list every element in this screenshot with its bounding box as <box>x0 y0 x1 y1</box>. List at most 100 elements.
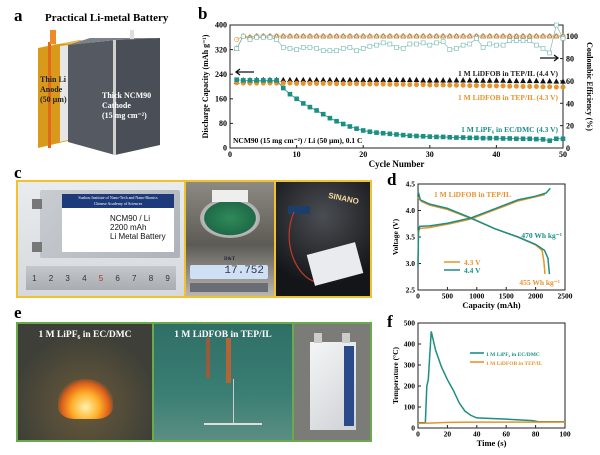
data-point-circle <box>307 80 313 86</box>
data-point-square <box>380 130 386 136</box>
x-tick-label: 2000 <box>528 292 543 301</box>
data-point-triangle <box>426 32 433 39</box>
ruler-number: 6 <box>115 273 120 283</box>
data-point-circle <box>327 33 333 39</box>
data-point-triangle <box>480 32 486 39</box>
data-point-circle <box>473 83 479 89</box>
y-tick-label: 400 <box>404 340 416 349</box>
data-point-square <box>507 38 513 43</box>
x-tick-label: 0 <box>228 150 232 159</box>
data-point-square <box>300 45 306 50</box>
data-point-square <box>454 135 459 140</box>
data-point-square <box>460 42 466 48</box>
data-point-circle <box>533 84 539 90</box>
data-point-circle <box>460 33 466 39</box>
data-point-circle <box>300 80 306 86</box>
data-point-circle <box>540 84 546 90</box>
data-point-square <box>547 50 552 56</box>
data-point-square <box>474 135 479 141</box>
data-point-circle <box>334 81 340 87</box>
data-point-square <box>327 115 333 121</box>
data-point-square <box>460 135 466 140</box>
data-point-square <box>474 36 479 41</box>
data-point-square <box>347 45 353 50</box>
series-line <box>417 187 551 268</box>
left-axis-arrow-icon <box>234 68 254 76</box>
x-tick-label: 20 <box>359 150 367 159</box>
plot-frame <box>417 322 566 429</box>
y-tick-label: 320 <box>215 45 227 54</box>
powered-led-photo: SINANO <box>276 182 370 296</box>
data-point-circle <box>294 33 300 39</box>
data-point-circle <box>440 82 446 88</box>
y-tick-label: 2.5 <box>406 286 416 295</box>
data-point-square <box>334 48 339 54</box>
data-point-triangle <box>340 76 347 83</box>
cathode-front <box>68 40 115 155</box>
data-point-square <box>407 41 413 47</box>
data-point-circle <box>360 81 366 87</box>
cathode-label-2: Cathode <box>102 101 131 110</box>
data-point-circle <box>360 33 366 39</box>
ruler-number: 3 <box>65 273 70 283</box>
data-point-square <box>427 134 433 139</box>
data-point-triangle <box>400 76 407 83</box>
voltage-profile-chart: 0 500 1000 1500 2000 2500 2.5 3.0 3.5 4.0 4.5 Capac… <box>391 180 573 311</box>
y-tick-label: 400 <box>215 21 227 30</box>
data-point-square <box>534 136 539 142</box>
data-point-circle <box>547 33 553 39</box>
data-point-triangle <box>433 77 440 83</box>
data-point-triangle <box>526 77 533 84</box>
temperature-chart: 0 20 40 60 80 100 0 100 200 300 400 500 Time (s) Temp… <box>391 319 571 449</box>
data-point-circle <box>327 80 333 86</box>
data-point-triangle <box>406 32 413 39</box>
data-point-triangle <box>320 32 327 39</box>
data-point-square <box>514 38 519 43</box>
y-tick-label: 200 <box>404 382 416 391</box>
data-point-triangle <box>486 32 493 39</box>
data-point-triangle <box>333 32 340 39</box>
data-point-circle <box>447 33 453 39</box>
battery-schematic: Thin Li Anode (50 µm) Thick NCM90 Cathod… <box>38 30 160 155</box>
data-point-circle <box>427 82 433 88</box>
data-point-square <box>294 96 299 102</box>
data-point-square <box>487 135 493 141</box>
data-point-triangle <box>393 32 400 39</box>
scale-display: 17.752 <box>190 265 268 279</box>
data-point-triangle <box>307 32 313 39</box>
data-point-triangle <box>420 77 427 83</box>
data-point-triangle <box>526 32 533 39</box>
data-point-circle <box>387 81 393 87</box>
cell-line-3: Li Metal Battery <box>110 232 166 241</box>
data-point-circle <box>280 80 286 86</box>
data-point-circle <box>307 33 313 39</box>
data-point-circle <box>553 84 559 90</box>
ce-line <box>236 24 564 54</box>
data-point-triangle <box>506 77 513 84</box>
data-point-square <box>267 78 273 83</box>
data-point-triangle <box>540 32 546 39</box>
data-point-square <box>387 41 393 47</box>
data-point-square <box>560 136 566 142</box>
y-tick-label: 0 <box>223 144 227 153</box>
burning-cell-photo: 1 M LiPF₆ in EC/DMC <box>18 324 152 440</box>
data-point-square <box>440 134 446 140</box>
data-point-circle <box>294 80 300 86</box>
data-point-triangle <box>420 32 427 39</box>
y-tick-label: 3.5 <box>406 233 416 242</box>
legend-label: 4.3 V <box>464 258 481 267</box>
data-point-triangle <box>546 32 553 39</box>
series-label-43v: 1 M LiDFOB in TEP/IL (4.3 V) <box>458 93 558 102</box>
data-point-square <box>360 46 366 51</box>
data-point-triangle <box>553 32 560 39</box>
data-point-square <box>440 39 446 45</box>
data-point-square <box>454 46 459 51</box>
data-point-circle <box>287 33 293 39</box>
cathode-label-3: (15 mg cm⁻²) <box>102 111 147 120</box>
data-point-circle <box>527 84 533 90</box>
data-point-circle <box>413 82 419 88</box>
x-tick-label: 0 <box>416 430 420 439</box>
ce-line <box>236 35 563 40</box>
data-point-square <box>287 46 293 51</box>
x-tick-label: 80 <box>532 430 540 439</box>
